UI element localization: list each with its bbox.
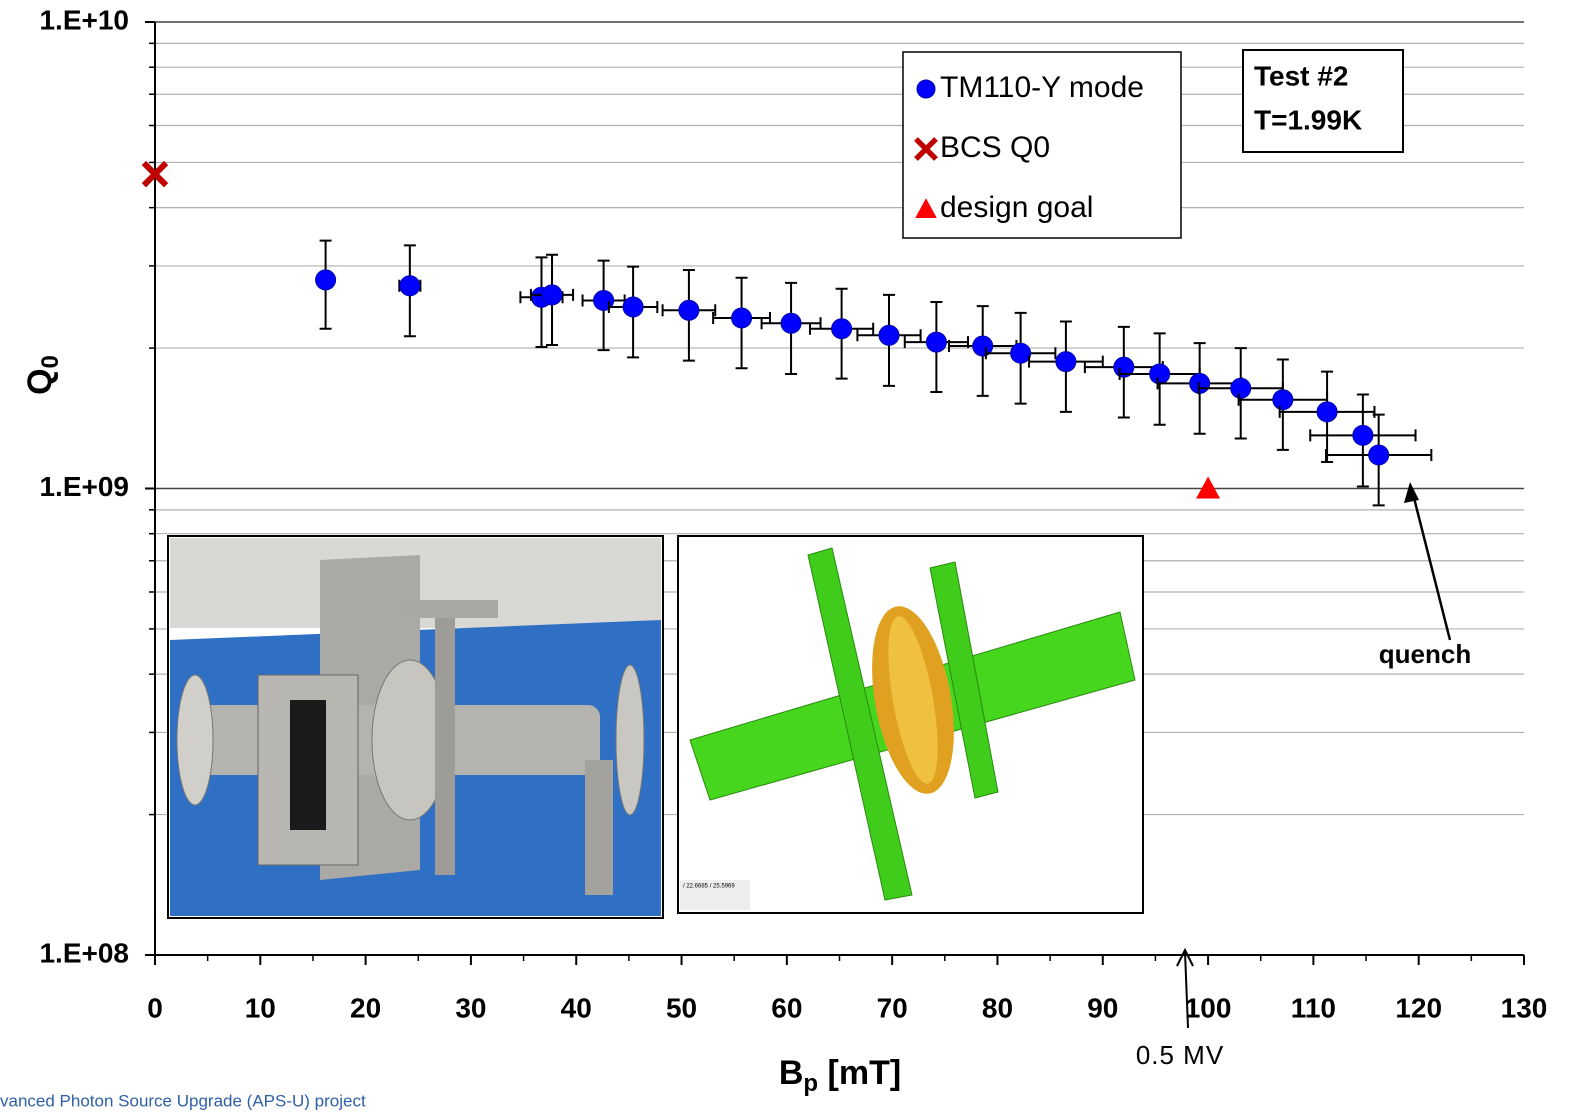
footer: vanced Photon Source Upgrade (APS-U) pro… — [0, 1091, 366, 1110]
legend-label: TM110-Y mode — [940, 71, 1144, 104]
x-tick-label: 130 — [1501, 992, 1548, 1023]
x-tick-label: 70 — [877, 992, 908, 1023]
point — [1196, 477, 1220, 499]
point — [679, 300, 699, 320]
x-tick-label: 10 — [245, 992, 276, 1023]
photo-inset — [168, 536, 663, 918]
point — [732, 308, 752, 328]
y-tick-label: 1.E+10 — [39, 4, 129, 35]
point — [623, 297, 643, 317]
point — [1273, 390, 1293, 410]
x-label-sub: p — [803, 1070, 818, 1097]
arrow — [1412, 490, 1450, 640]
point — [1150, 364, 1170, 384]
x-tick-label: 80 — [982, 992, 1013, 1023]
chart: / 22.6685 / 25.5969 TM110-Y mode BCS Q0 de… — [0, 0, 1583, 1113]
x-tick-label: 0 — [147, 992, 163, 1023]
point — [1369, 445, 1389, 465]
x-label-main: B — [779, 1054, 804, 1092]
simulation-inset: / 22.6685 / 25.5969 — [678, 536, 1143, 913]
point — [781, 313, 801, 333]
x-tick-label: 110 — [1291, 992, 1336, 1023]
x-tick-label: 90 — [1087, 992, 1118, 1023]
annotation: quench — [1379, 639, 1471, 669]
x-label-rest: [mT] — [818, 1054, 901, 1092]
point — [1353, 425, 1373, 445]
point — [542, 285, 562, 305]
point — [1190, 373, 1210, 393]
y-label-sub: 0 — [37, 355, 64, 368]
y-tick-label: 1.E+08 — [39, 937, 129, 968]
legend-marker — [917, 80, 935, 98]
arrow-head — [1404, 482, 1419, 503]
point — [879, 325, 899, 345]
y-axis-label: Q0 — [21, 355, 64, 395]
point — [832, 319, 852, 339]
legend-label: design goal — [940, 191, 1093, 224]
y-label-main: Q — [21, 368, 59, 394]
x-tick-label: 40 — [561, 992, 592, 1023]
x-tick-label: 50 — [666, 992, 697, 1023]
point — [1056, 352, 1076, 372]
x-tick-label: 30 — [455, 992, 486, 1023]
point — [1231, 378, 1251, 398]
info-text: Test #2 — [1254, 60, 1348, 91]
annotation: 0.5 MV — [1136, 1040, 1224, 1070]
point — [926, 332, 946, 352]
point — [1011, 343, 1031, 363]
inset-label: / 22.6685 / 25.5969 — [683, 884, 735, 890]
x-axis-label: Bp [mT] — [779, 1054, 901, 1097]
x-tick-label: 20 — [350, 992, 381, 1023]
x-tick-label: 100 — [1185, 992, 1232, 1023]
point — [1317, 402, 1337, 422]
point — [316, 270, 336, 290]
point — [400, 276, 420, 296]
y-tick-label: 1.E+09 — [39, 471, 129, 502]
x-tick-label: 120 — [1395, 992, 1442, 1023]
legend-label: BCS Q0 — [940, 131, 1050, 164]
info-text: T=1.99K — [1254, 104, 1362, 135]
x-tick-label: 60 — [771, 992, 802, 1023]
